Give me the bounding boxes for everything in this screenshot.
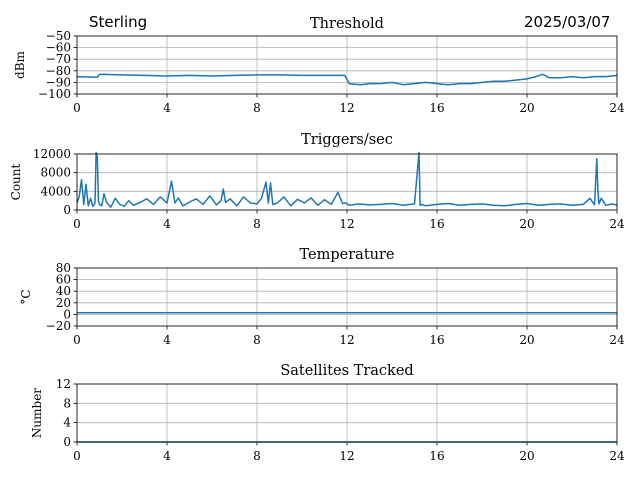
axes-frame bbox=[76, 267, 618, 327]
x-tick-label: 4 bbox=[163, 333, 171, 347]
x-tick-label: 0 bbox=[73, 217, 81, 231]
x-tick-label: 4 bbox=[163, 217, 171, 231]
x-tick-label: 24 bbox=[609, 217, 625, 231]
y-tick-label: 0 bbox=[63, 307, 71, 321]
y-axis-label: dBm bbox=[13, 50, 27, 79]
axes-frame bbox=[76, 153, 618, 211]
x-tick-label: 12 bbox=[339, 101, 354, 115]
chart-panel-1: 0 4 8 12 16 20 24 −50−60−70−80−90−100 Threshold d… bbox=[13, 16, 625, 115]
y-tick-label: −90 bbox=[46, 75, 71, 89]
y-tick-label: 8 bbox=[63, 396, 71, 410]
x-tick-label: 20 bbox=[519, 217, 534, 231]
x-tick-label: 4 bbox=[163, 449, 171, 463]
y-tick-label: 8000 bbox=[40, 166, 71, 180]
x-tick-label: 16 bbox=[429, 217, 444, 231]
y-tick-label: −60 bbox=[46, 41, 71, 55]
y-tick-label: 20 bbox=[56, 296, 71, 310]
axes-frame bbox=[76, 383, 618, 443]
chart-title: Temperature bbox=[300, 247, 395, 263]
x-tick-label: 0 bbox=[73, 333, 81, 347]
y-tick-label: 0 bbox=[63, 203, 71, 217]
y-axis-label: Count bbox=[9, 163, 23, 200]
y-tick-label: 40 bbox=[56, 284, 71, 298]
chart-panel-2: 0 4 8 12 16 20 24 12000 8000 4000 0 Triggers/sec Cou… bbox=[9, 132, 625, 231]
x-tick-label: 24 bbox=[609, 449, 625, 463]
y-axis-label: Number bbox=[30, 388, 44, 438]
x-tick-label: 24 bbox=[609, 101, 625, 115]
axes-frame bbox=[76, 35, 618, 95]
x-tick-label: 16 bbox=[429, 101, 444, 115]
y-tick-label: 60 bbox=[56, 273, 71, 287]
x-tick-label: 8 bbox=[253, 217, 261, 231]
x-tick-label: 24 bbox=[609, 333, 625, 347]
x-tick-label: 0 bbox=[73, 449, 81, 463]
chart-title: Satellites Tracked bbox=[280, 363, 413, 379]
y-tick-label: −80 bbox=[46, 64, 71, 78]
y-tick-label: 80 bbox=[56, 261, 71, 275]
x-tick-label: 16 bbox=[429, 449, 444, 463]
y-tick-label: 12 bbox=[56, 377, 71, 391]
header-date: 2025/03/07 bbox=[524, 13, 611, 31]
x-tick-label: 12 bbox=[339, 333, 354, 347]
x-tick-label: 4 bbox=[163, 101, 171, 115]
y-axis-label: °C bbox=[19, 289, 33, 304]
chart-title: Triggers/sec bbox=[301, 132, 393, 148]
x-tick-label: 8 bbox=[253, 101, 261, 115]
chart-panel-4: 0 4 8 12 16 20 24 12 8 4 0 Satellites Tracked Number bbox=[30, 363, 625, 463]
y-tick-label: 4000 bbox=[40, 184, 71, 198]
y-tick-label: 0 bbox=[63, 435, 71, 449]
series-line-1 bbox=[76, 151, 618, 208]
y-tick-label: 12000 bbox=[33, 147, 71, 161]
y-tick-label: −50 bbox=[46, 29, 71, 43]
y-tick-label: 4 bbox=[63, 416, 71, 430]
x-tick-label: 8 bbox=[253, 449, 261, 463]
header-station-name: Sterling bbox=[89, 13, 148, 31]
y-tick-label: −20 bbox=[46, 319, 71, 333]
x-tick-label: 16 bbox=[429, 333, 444, 347]
x-tick-label: 12 bbox=[339, 449, 354, 463]
y-tick-label: −100 bbox=[38, 87, 71, 101]
x-tick-label: 20 bbox=[519, 449, 534, 463]
x-tick-label: 20 bbox=[519, 333, 534, 347]
x-tick-label: 20 bbox=[519, 101, 534, 115]
y-tick-label: −70 bbox=[46, 52, 71, 66]
series-line-1 bbox=[76, 73, 618, 86]
x-tick-label: 8 bbox=[253, 333, 261, 347]
chart-title: Threshold bbox=[310, 16, 384, 32]
x-tick-label: 0 bbox=[73, 101, 81, 115]
x-tick-label: 12 bbox=[339, 217, 354, 231]
